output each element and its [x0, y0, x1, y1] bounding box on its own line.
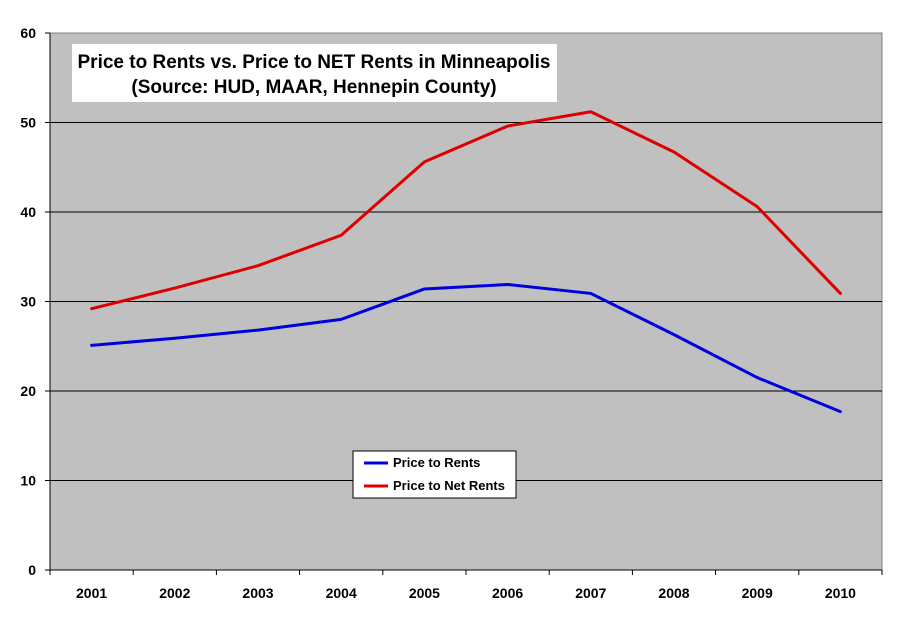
y-tick-label: 50	[20, 115, 36, 131]
x-tick-label: 2001	[76, 585, 107, 601]
x-tick-label: 2009	[742, 585, 773, 601]
gridlines	[50, 122, 882, 481]
y-tick-label: 60	[20, 25, 36, 41]
title-line-1: Price to Rents vs. Price to NET Rents in…	[78, 52, 551, 73]
title-line-2: (Source: HUD, MAAR, Hennepin County)	[131, 77, 496, 98]
legend-box	[352, 450, 517, 499]
x-tick-label: 2006	[492, 585, 523, 601]
legend-label-price-to-net-rents: Price to Net Rents	[393, 478, 505, 493]
legend-label-price-to-rents: Price to Rents	[393, 455, 480, 470]
x-tick-label: 2007	[575, 585, 606, 601]
series-line-price-to-net-rents	[90, 110, 842, 311]
x-tick-label: 2002	[159, 585, 190, 601]
y-tick-label: 20	[20, 383, 36, 399]
y-tick-label: 40	[20, 204, 36, 220]
series-lines	[90, 110, 842, 414]
x-axis: 2001 2002 2003 2004 2005 2006 2007 2008 2009 2010	[49, 569, 883, 601]
series-line-price-to-rents	[90, 282, 842, 414]
x-tick-label: 2008	[658, 585, 689, 601]
x-tick-label: 2010	[825, 585, 856, 601]
legend: Price to Rents Price to Net Rents	[352, 450, 517, 499]
y-tick-label: 10	[20, 473, 36, 489]
x-tick-label: 2003	[242, 585, 273, 601]
y-tick-label: 0	[28, 562, 36, 578]
y-axis: 0 10 20 30 40 50 60	[20, 25, 51, 578]
title-box	[72, 44, 557, 102]
x-tick-label: 2004	[326, 585, 357, 601]
chart-title: Price to Rents vs. Price to NET Rents in…	[72, 44, 557, 102]
y-tick-label: 30	[20, 294, 36, 310]
x-tick-label: 2005	[409, 585, 440, 601]
